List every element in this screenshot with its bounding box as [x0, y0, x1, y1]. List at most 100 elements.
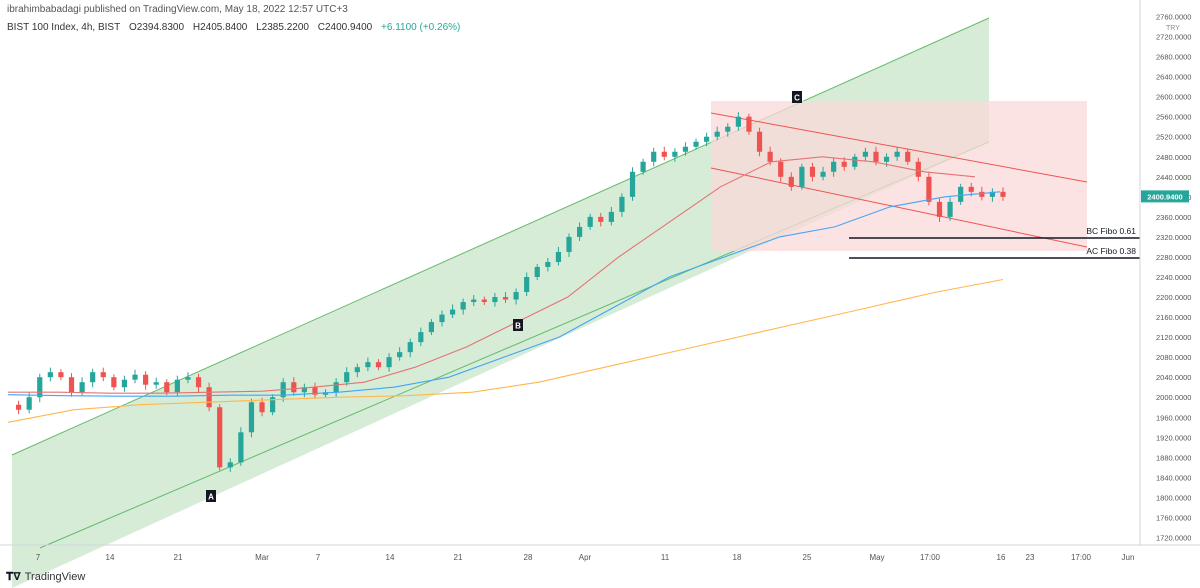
close-value: C2400.9400 [317, 22, 373, 33]
price-tick-label: 2600.0000 [1156, 93, 1191, 102]
candles [15, 112, 1006, 472]
candle-body [185, 377, 191, 380]
candle-body [576, 226, 583, 237]
candle-body [248, 402, 255, 433]
candle-body [640, 161, 646, 172]
candle-body [926, 176, 932, 202]
time-tick-label: May [869, 553, 884, 562]
time-tick-label: 14 [106, 553, 115, 562]
ma-blue-line [7, 191, 1001, 397]
candle-body [90, 372, 96, 383]
candle-body [206, 387, 212, 408]
tradingview-brand[interactable]: 𝐓∇ TradingView [6, 570, 85, 584]
candle-body [270, 397, 276, 413]
last-price-label: 2400.9400 [1147, 192, 1182, 201]
time-tick-label: 18 [733, 553, 742, 562]
tradingview-logo-icon: 𝐓∇ [6, 570, 21, 583]
price-tick-label: 2000.0000 [1156, 393, 1191, 402]
price-tick-label: 2680.0000 [1156, 53, 1191, 62]
candle-body [217, 407, 223, 468]
candle-body [58, 372, 64, 378]
price-tick-label: 2760.0000 [1156, 13, 1191, 22]
time-tick-label: Jun [1122, 553, 1135, 562]
candle-body [492, 297, 498, 303]
candle-body [524, 276, 530, 293]
candle-body [291, 382, 297, 393]
candle-body [651, 151, 657, 162]
candle-body [852, 156, 858, 167]
time-tick-label: 17:00 [920, 553, 941, 562]
time-tick-label: Mar [255, 553, 269, 562]
candle-body [439, 314, 445, 323]
price-tick-label: 1720.0000 [1156, 533, 1191, 542]
price-tick-label: 2080.0000 [1156, 353, 1191, 362]
time-tick-label: 7 [36, 553, 41, 562]
candle-body [894, 151, 900, 157]
wave-label-c: C [794, 94, 800, 103]
time-tick-label: 7 [316, 553, 321, 562]
candle-body [545, 261, 551, 267]
candle-body [301, 387, 307, 393]
time-tick-label: 23 [1026, 553, 1035, 562]
candle-body [788, 176, 794, 187]
candle-body [37, 377, 43, 398]
price-tick-label: 2720.0000 [1156, 33, 1191, 42]
time-tick-label: 16 [997, 553, 1006, 562]
candle-body [873, 151, 879, 162]
candle-body [100, 372, 106, 378]
candle-body [15, 404, 22, 410]
candle-body [968, 186, 974, 192]
symbol-name[interactable]: BIST 100 Index, 4h, BIST [7, 22, 121, 33]
candle-body [735, 116, 741, 127]
descending-channel-upper [710, 112, 1088, 183]
candle-body [989, 191, 996, 197]
time-tick-label: 21 [174, 553, 183, 562]
candle-body [979, 191, 985, 197]
candle-body [174, 379, 180, 393]
candle-body [513, 292, 519, 300]
candle-body [333, 382, 339, 393]
time-tick-label: 21 [454, 553, 463, 562]
price-tick-label: 2560.0000 [1156, 113, 1191, 122]
candle-body [259, 402, 265, 413]
candle-body [672, 151, 678, 157]
moving-averages [7, 156, 1004, 423]
last-price-tag [1141, 190, 1189, 203]
candle-body [883, 156, 890, 162]
candle-body [555, 251, 562, 262]
candle-body [809, 166, 816, 177]
fibo-label: BC Fibo 0.61 [1086, 226, 1136, 236]
candle-body [831, 161, 837, 172]
candle-body [746, 116, 752, 132]
candle-body [915, 161, 921, 177]
time-tick-label: 28 [524, 553, 533, 562]
time-axis[interactable]: 7 14 21 Mar 7 14 21 28 Apr 11 18 25 May 17:00 16 23 17:0… [0, 544, 1200, 562]
candle-body [661, 151, 667, 157]
price-axis[interactable]: 2760.0000 2720.0000 2680.0000 2640.0000 2600… [1139, 0, 1191, 545]
candle-body [397, 352, 403, 358]
time-tick-label: 17:00 [1071, 553, 1092, 562]
symbol-legend: BIST 100 Index, 4h, BIST O2394.8300 H240… [7, 22, 466, 33]
candle-body [714, 131, 720, 137]
candle-body [725, 126, 731, 132]
fibo-label: AC Fibo 0.38 [1086, 246, 1136, 256]
descending-channel-lower [710, 167, 1088, 248]
candle-body [598, 216, 604, 222]
time-tick-label: 11 [661, 553, 670, 562]
candle-body [534, 266, 540, 277]
candle-body [428, 322, 435, 333]
price-tick-label: 2440.0000 [1156, 173, 1191, 182]
candle-body [820, 171, 826, 177]
publish-info: ibrahimbabadagi published on TradingView… [7, 4, 348, 15]
candle-body [958, 186, 964, 202]
price-tick-label: 2480.0000 [1156, 153, 1191, 162]
open-value: O2394.8300 [129, 22, 185, 33]
drawing-layer [11, 17, 1088, 588]
candle-body [449, 309, 456, 315]
candle-body [587, 216, 593, 227]
candle-body [418, 332, 424, 343]
candle-body [153, 382, 159, 385]
candle-body [121, 379, 128, 388]
candle-body [862, 151, 868, 157]
